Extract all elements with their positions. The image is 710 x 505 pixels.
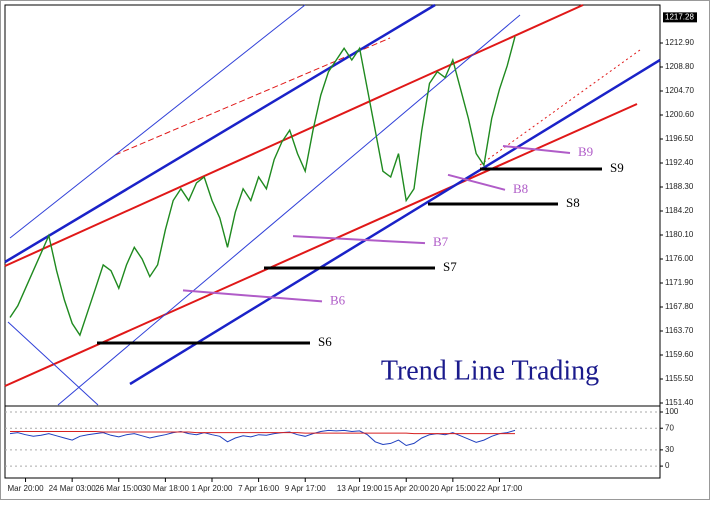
y-tick-label: 1163.70 [665,326,694,335]
level-label: B9 [578,144,593,159]
y-tick-label: 30 [665,445,674,454]
trend-line [4,4,584,267]
trend-line [114,37,391,156]
level-line [447,173,506,191]
level-line [292,235,426,245]
trend-line [4,3,436,264]
level-label: B7 [433,234,449,249]
y-tick-label: 1188.30 [665,182,694,191]
trend-lines [4,3,661,406]
y-tick-label: 1208.80 [665,62,694,71]
level-label: B8 [513,181,528,196]
x-tick-label: 7 Apr 16:00 [238,484,279,493]
x-tick-label: 22 Apr 17:00 [477,484,523,493]
y-tick-label: 1155.50 [665,374,694,383]
x-tick-label: Mar 20:00 [8,484,45,493]
last-price-box [663,12,697,23]
x-tick-label: 30 Mar 18:00 [142,484,190,493]
x-tick-label: 9 Apr 17:00 [285,484,326,493]
x-tick-label: 15 Apr 20:00 [384,484,430,493]
level-label: S9 [610,160,624,175]
x-tick-label: 20 Apr 15:00 [430,484,476,493]
y-tick-label: 1196.50 [665,134,694,143]
x-tick-label: 24 Mar 03:00 [49,484,97,493]
y-tick-label: 1167.80 [665,302,694,311]
x-tick-label: 26 Mar 15:00 [95,484,143,493]
trend-line [7,321,99,406]
trend-line [129,58,661,386]
y-tick-label: 1184.20 [665,206,694,215]
series-line [10,431,515,435]
trend-line [57,14,521,406]
level-line [502,145,571,155]
level-line [182,289,323,303]
last-price-label: 1217.28 [665,12,694,21]
level-label: B6 [330,292,346,307]
y-tick-label: 70 [665,423,674,432]
y-tick-label: 1212.90 [665,38,694,47]
y-tick-label: 1151.40 [665,398,694,407]
chart-title: Trend Line Trading [381,355,599,386]
series-line [9,429,516,447]
y-tick-label: 0 [665,461,670,470]
level-label: S7 [443,259,457,274]
y-tick-label: 1192.40 [665,158,694,167]
trend-line [9,4,306,239]
level-label: S8 [566,195,580,210]
x-tick-label: 1 Apr 20:00 [192,484,233,493]
series-line [9,36,516,337]
y-tick-label: 1171.90 [665,278,694,287]
y-tick-label: 1200.60 [665,110,694,119]
trend-line [4,103,638,387]
y-tick-label: 1180.10 [665,230,694,239]
level-label: S6 [318,334,332,349]
y-tick-label: 1176.00 [665,254,694,263]
x-tick-label: 13 Apr 19:00 [337,484,383,493]
y-tick-label: 100 [665,407,679,416]
plot-frame [4,4,661,479]
y-tick-label: 1204.70 [665,86,694,95]
y-tick-label: 1159.60 [665,350,694,359]
